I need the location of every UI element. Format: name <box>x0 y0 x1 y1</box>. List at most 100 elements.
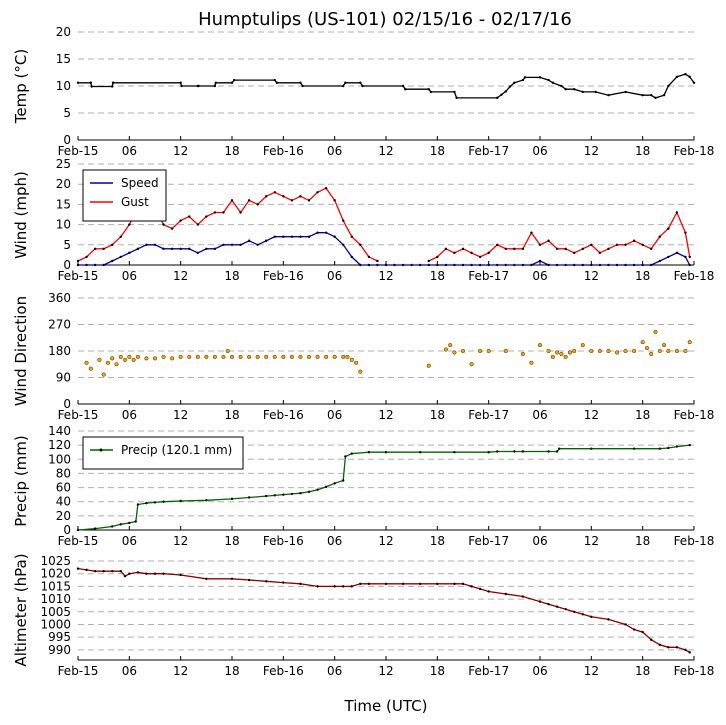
series-point <box>581 90 584 94</box>
series-point <box>256 203 259 206</box>
series-point <box>376 259 379 263</box>
series-point <box>573 88 576 91</box>
series-point <box>275 81 279 84</box>
direction-point <box>84 360 89 365</box>
series-point <box>581 613 584 616</box>
series-point <box>521 595 525 598</box>
series-point <box>111 81 115 84</box>
series-point <box>179 81 182 84</box>
x-tick-label: 12 <box>378 269 393 283</box>
series-point <box>401 263 405 267</box>
series-point <box>500 93 503 96</box>
series-point <box>573 251 576 255</box>
x-tick-label: 18 <box>224 534 239 548</box>
series-point <box>265 239 268 242</box>
series-point <box>496 450 499 453</box>
series-point <box>675 445 679 448</box>
x-tick-label: 18 <box>224 269 239 283</box>
series-point <box>230 497 234 501</box>
series-point <box>316 585 319 588</box>
series-point <box>384 263 388 267</box>
x-tick-label: 18 <box>224 144 239 158</box>
series-point <box>470 251 473 255</box>
x-tick-label: Feb-16 <box>263 408 304 422</box>
series-point <box>607 93 610 97</box>
direction-point <box>178 354 183 359</box>
series-point <box>93 527 97 530</box>
series-point <box>521 263 525 267</box>
direction-point <box>101 372 106 377</box>
series-point <box>367 451 371 454</box>
x-tick-label: Feb-17 <box>468 534 509 548</box>
x-tick-label: 12 <box>378 408 393 422</box>
series-point <box>350 452 353 455</box>
x-tick-label: 12 <box>173 664 188 678</box>
series-point <box>282 581 285 584</box>
series-point <box>342 219 345 222</box>
series-point <box>128 251 131 255</box>
series-point <box>299 492 302 495</box>
x-tick-label: 06 <box>532 408 547 422</box>
series-point <box>436 263 439 267</box>
y-axis-label-wind-direction: Wind Direction <box>12 296 30 406</box>
direction-point <box>358 369 363 374</box>
x-tick-label: 18 <box>224 664 239 678</box>
series-point <box>333 585 336 588</box>
series-point <box>282 235 285 238</box>
series-point <box>307 490 311 494</box>
series-point <box>136 247 140 251</box>
series-point <box>180 84 183 88</box>
figure-title: Humptulips (US-101) 02/15/16 - 02/17/16 <box>198 9 572 30</box>
series-point <box>641 630 644 634</box>
x-tick-label: 06 <box>122 664 137 678</box>
series-point <box>521 450 525 453</box>
series-point <box>513 450 516 453</box>
y-tick-label: 995 <box>48 630 71 644</box>
direction-point <box>212 354 217 359</box>
series-point <box>282 493 285 496</box>
direction-point <box>225 349 230 354</box>
series-point <box>551 81 555 84</box>
series-point <box>93 569 97 573</box>
x-tick-label: 18 <box>430 408 445 422</box>
series-point <box>478 255 482 259</box>
series-point <box>188 215 191 218</box>
series-point <box>179 573 182 577</box>
series-point <box>197 84 200 88</box>
direction-point <box>152 356 157 361</box>
series-point <box>145 572 148 575</box>
panel-wind: 0 5 10 15 20 25 Feb-15 06 12 18 Feb-16 06 12 18 Feb-17… <box>12 157 714 283</box>
series-point <box>436 255 439 259</box>
direction-point <box>144 356 149 361</box>
series-point <box>667 255 670 259</box>
series-point <box>564 247 567 251</box>
series-point <box>684 231 687 234</box>
legend-label: Gust <box>121 195 149 209</box>
y-axis-label-altimeter: Altimeter (hPa) <box>12 553 30 666</box>
series-line-altimeter <box>77 567 691 653</box>
series-point <box>324 231 328 234</box>
series-point <box>401 582 405 586</box>
series-point <box>427 259 430 263</box>
series-point <box>513 81 516 84</box>
legend-label: Precip (120.1 mm) <box>121 443 232 457</box>
series-point <box>594 90 597 94</box>
direction-point <box>640 340 645 345</box>
series-point <box>273 78 276 82</box>
series-point <box>581 247 584 251</box>
series-point <box>530 231 533 234</box>
series-point <box>230 81 234 84</box>
x-tick-label: 18 <box>430 664 445 678</box>
y-axis-label-wind: Wind (mph) <box>12 171 30 259</box>
direction-point <box>229 354 234 359</box>
series-point <box>427 263 430 267</box>
x-tick-label: Feb-15 <box>58 269 99 283</box>
direction-point <box>131 357 136 362</box>
series-point <box>265 195 268 198</box>
series-point <box>102 263 105 267</box>
direction-point <box>649 351 654 356</box>
y-tick-label: 90 <box>56 371 71 385</box>
direction-point <box>135 354 140 359</box>
series-point <box>239 243 242 246</box>
